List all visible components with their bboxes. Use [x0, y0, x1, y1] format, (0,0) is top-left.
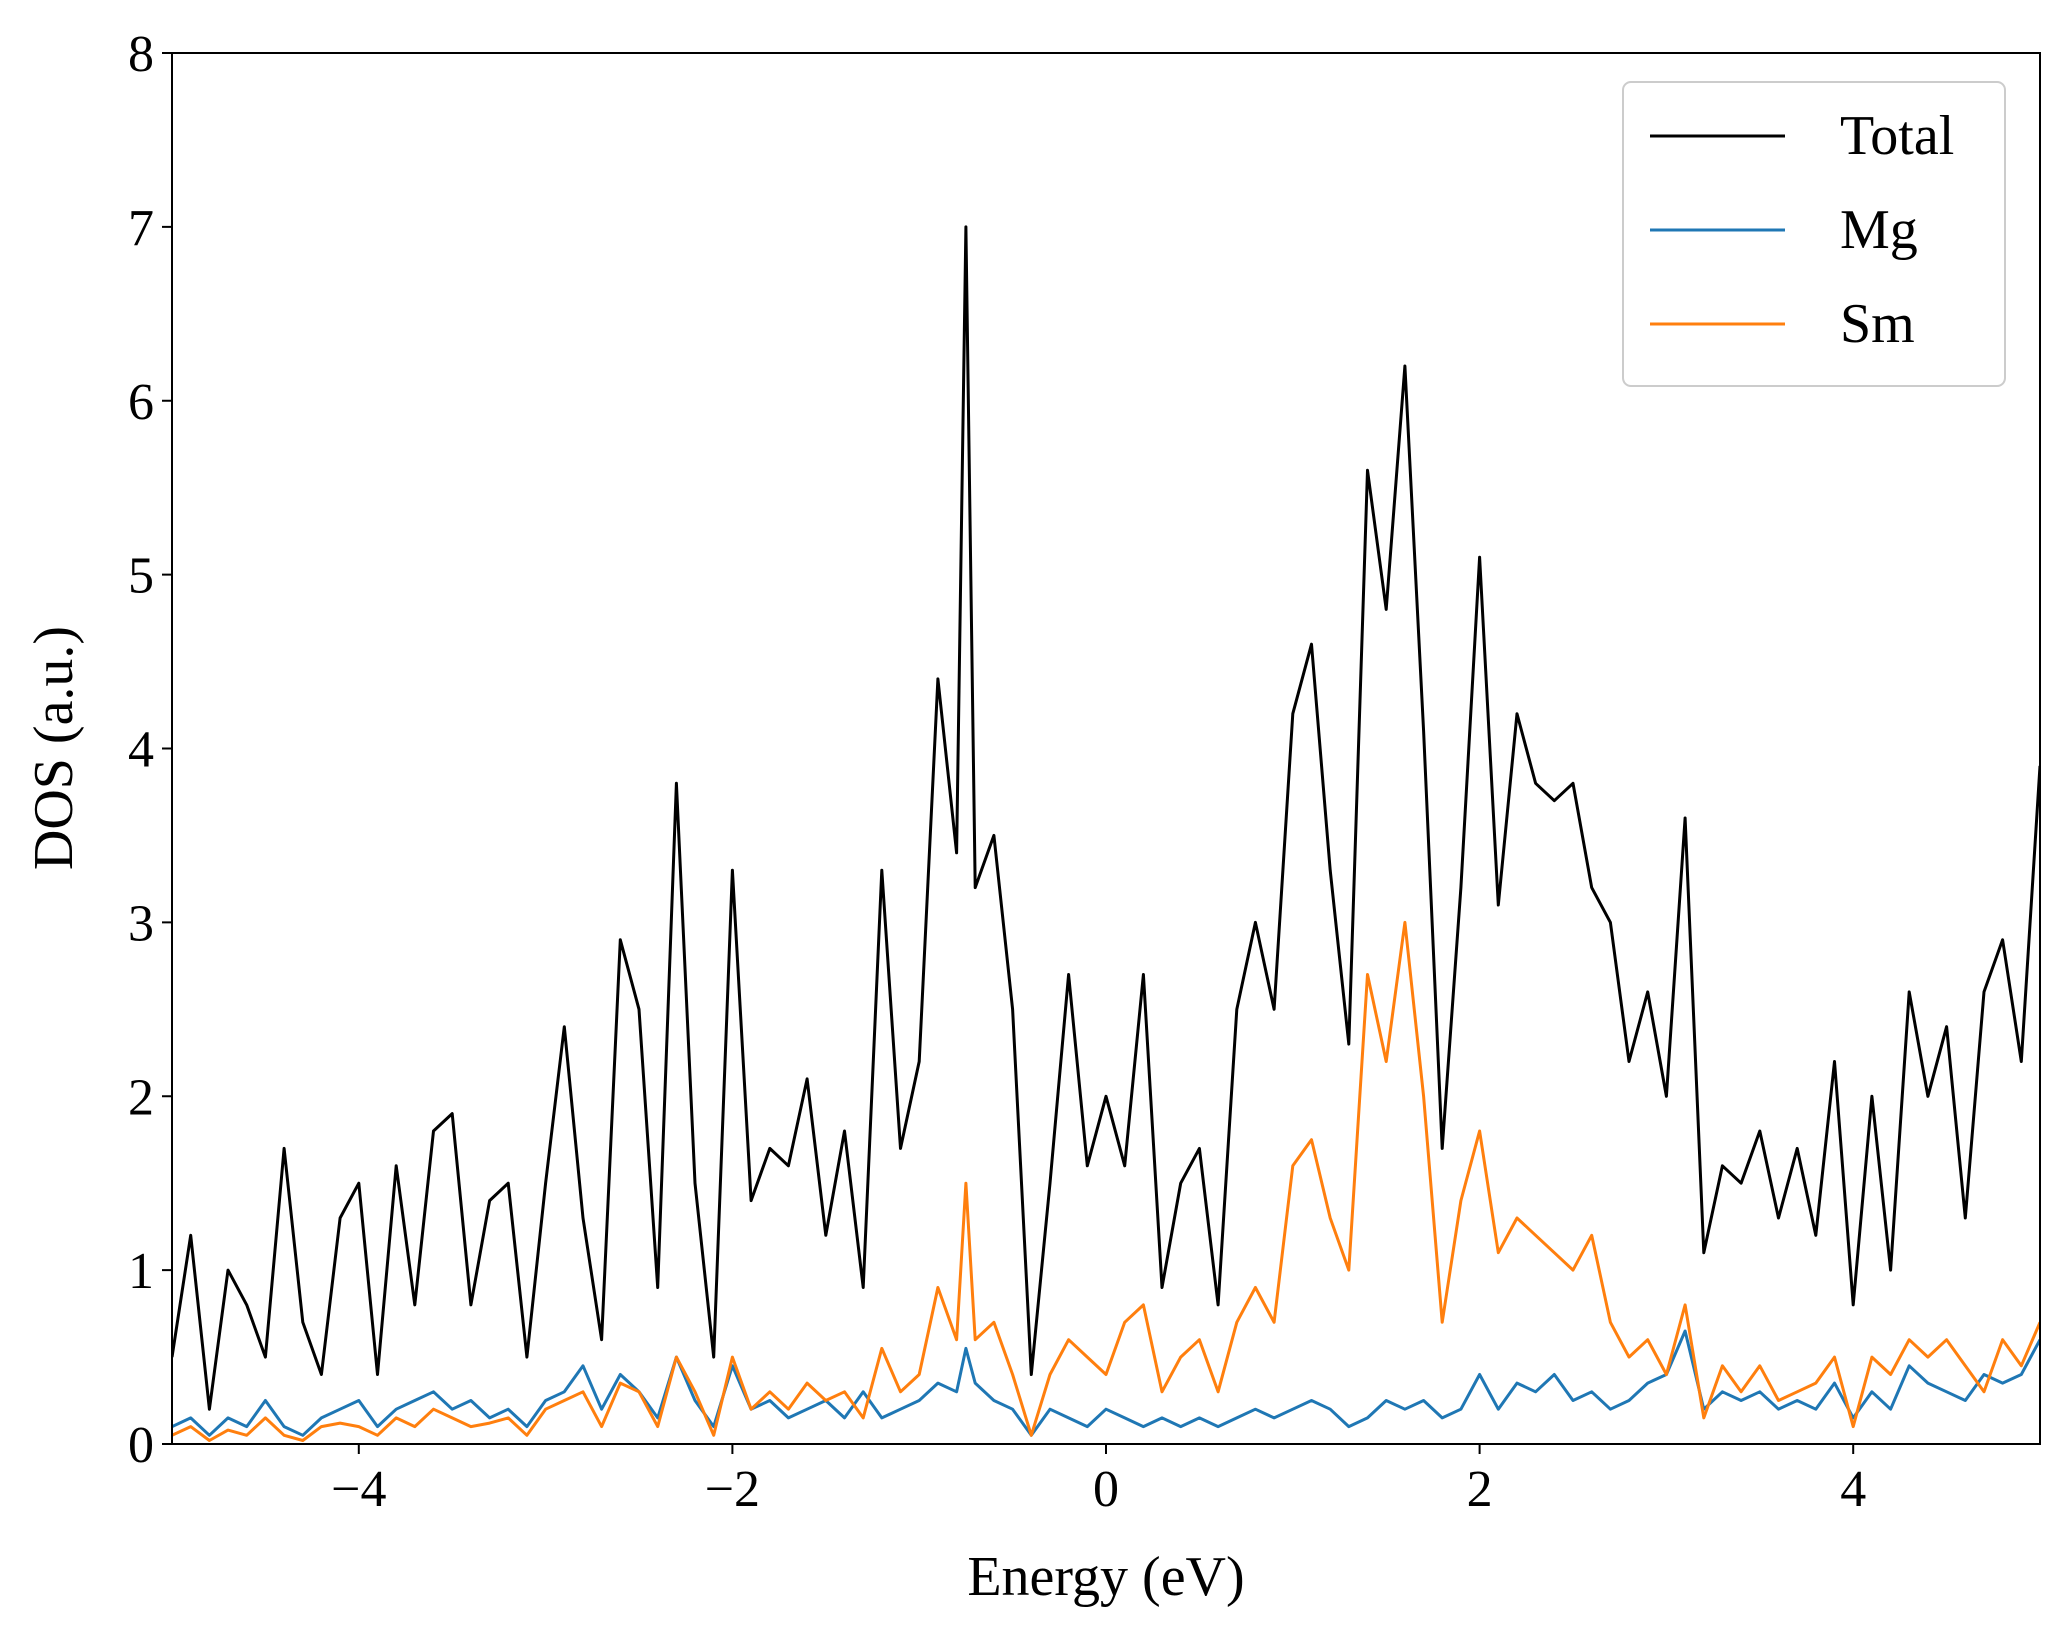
x-axis-label: Energy (eV) — [967, 1546, 1244, 1608]
y-tick-label: 1 — [128, 1243, 154, 1300]
legend-box — [1622, 81, 2006, 387]
series-line — [172, 225, 2040, 1411]
y-axis-label: DOS (a.u.) — [23, 626, 85, 870]
x-tick-label: −2 — [705, 1461, 760, 1518]
y-tick-label: 0 — [128, 1417, 154, 1474]
y-tick-label: 7 — [128, 200, 154, 257]
plot-area — [172, 225, 2040, 1442]
y-tick-label: 5 — [128, 548, 154, 605]
legend-label: Mg — [1840, 199, 1918, 261]
y-tick-label: 4 — [128, 722, 154, 779]
series-line — [172, 920, 2040, 1442]
x-tick-label: 2 — [1467, 1461, 1493, 1518]
x-tick-label: 4 — [1840, 1461, 1866, 1518]
legend: Total Mg Sm — [1622, 81, 2006, 387]
y-tick-label: 3 — [128, 895, 154, 952]
y-tick-label: 2 — [128, 1069, 154, 1126]
x-tick-label: −4 — [331, 1461, 386, 1518]
legend-label: Total — [1840, 105, 1954, 167]
y-tick-label: 8 — [128, 26, 154, 83]
y-tick-label: 6 — [128, 374, 154, 431]
series-line — [172, 1329, 2040, 1437]
x-tick-label: 0 — [1093, 1461, 1119, 1518]
legend-label: Sm — [1840, 293, 1915, 355]
